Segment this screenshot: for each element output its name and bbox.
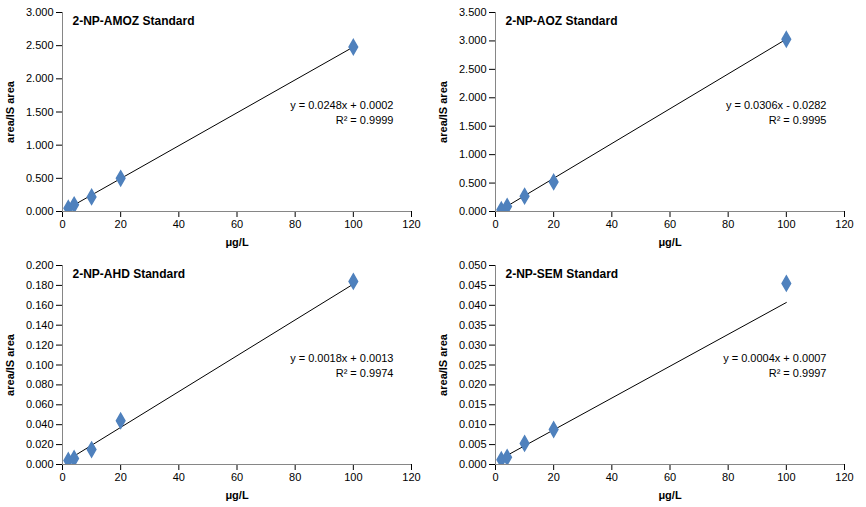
svg-text:100: 100 [344, 218, 362, 230]
svg-text:area/IS area: area/IS area [4, 333, 16, 396]
svg-text:60: 60 [231, 218, 243, 230]
svg-text:40: 40 [606, 471, 618, 483]
svg-text:0.025: 0.025 [459, 359, 487, 371]
svg-text:0.000: 0.000 [459, 205, 487, 217]
svg-text:2.000: 2.000 [459, 91, 487, 103]
svg-text:0.015: 0.015 [459, 398, 487, 410]
svg-text:area/IS area: area/IS area [4, 80, 16, 143]
svg-text:80: 80 [289, 471, 301, 483]
svg-text:100: 100 [777, 471, 795, 483]
svg-text:0.080: 0.080 [26, 378, 54, 390]
svg-text:2.000: 2.000 [26, 72, 54, 84]
svg-text:0: 0 [59, 218, 65, 230]
svg-text:0: 0 [59, 471, 65, 483]
svg-text:1.500: 1.500 [26, 106, 54, 118]
svg-text:100: 100 [344, 471, 362, 483]
svg-text:40: 40 [606, 218, 618, 230]
svg-text:60: 60 [231, 471, 243, 483]
svg-text:3.000: 3.000 [459, 34, 487, 46]
svg-text:0.050: 0.050 [459, 259, 487, 271]
svg-text:0.000: 0.000 [26, 205, 54, 217]
svg-text:0.500: 0.500 [26, 172, 54, 184]
svg-text:20: 20 [115, 218, 127, 230]
svg-text:μg/L: μg/L [658, 489, 682, 501]
svg-text:2-NP-AHD Standard: 2-NP-AHD Standard [73, 267, 186, 281]
svg-text:2-NP-AOZ Standard: 2-NP-AOZ Standard [506, 14, 618, 28]
svg-text:0.040: 0.040 [459, 299, 487, 311]
svg-text:80: 80 [289, 218, 301, 230]
svg-text:120: 120 [835, 471, 853, 483]
svg-text:area/IS area: area/IS area [437, 333, 449, 396]
svg-text:0.200: 0.200 [26, 259, 54, 271]
svg-text:μg/L: μg/L [225, 489, 249, 501]
svg-text:0.045: 0.045 [459, 279, 487, 291]
svg-text:0.160: 0.160 [26, 299, 54, 311]
svg-text:R² = 0.9995: R² = 0.9995 [769, 114, 827, 126]
svg-text:0.005: 0.005 [459, 438, 487, 450]
svg-text:60: 60 [664, 218, 676, 230]
svg-text:2.500: 2.500 [459, 63, 487, 75]
svg-text:0.000: 0.000 [26, 458, 54, 470]
svg-text:3.500: 3.500 [459, 6, 487, 18]
svg-text:3.000: 3.000 [26, 6, 54, 18]
svg-text:0.010: 0.010 [459, 418, 487, 430]
svg-text:0.040: 0.040 [26, 418, 54, 430]
svg-text:area/IS area: area/IS area [437, 80, 449, 143]
svg-text:y = 0.0306x - 0.0282: y = 0.0306x - 0.0282 [726, 99, 827, 111]
svg-text:0: 0 [492, 218, 498, 230]
svg-text:1.000: 1.000 [459, 148, 487, 160]
svg-text:0.100: 0.100 [26, 359, 54, 371]
svg-text:0.060: 0.060 [26, 398, 54, 410]
svg-text:60: 60 [664, 471, 676, 483]
svg-text:0: 0 [492, 471, 498, 483]
svg-text:120: 120 [402, 471, 420, 483]
svg-text:0.500: 0.500 [459, 177, 487, 189]
svg-text:120: 120 [835, 218, 853, 230]
svg-text:y = 0.0004x + 0.0007: y = 0.0004x + 0.0007 [723, 352, 826, 364]
svg-text:80: 80 [722, 218, 734, 230]
svg-text:40: 40 [173, 471, 185, 483]
svg-text:1.500: 1.500 [459, 120, 487, 132]
svg-text:40: 40 [173, 218, 185, 230]
svg-text:y = 0.0248x + 0.0002: y = 0.0248x + 0.0002 [290, 99, 393, 111]
svg-text:20: 20 [548, 471, 560, 483]
svg-text:80: 80 [722, 471, 734, 483]
svg-text:2-NP-SEM Standard: 2-NP-SEM Standard [506, 267, 619, 281]
svg-text:2.500: 2.500 [26, 39, 54, 51]
svg-text:20: 20 [115, 471, 127, 483]
svg-text:μg/L: μg/L [658, 236, 682, 248]
svg-text:0.180: 0.180 [26, 279, 54, 291]
svg-text:R² = 0.9997: R² = 0.9997 [769, 367, 827, 379]
svg-text:100: 100 [777, 218, 795, 230]
svg-text:20: 20 [548, 218, 560, 230]
svg-text:0.020: 0.020 [26, 438, 54, 450]
svg-text:0.140: 0.140 [26, 319, 54, 331]
svg-text:μg/L: μg/L [225, 236, 249, 248]
svg-text:y = 0.0018x + 0.0013: y = 0.0018x + 0.0013 [290, 352, 393, 364]
svg-text:R² = 0.9974: R² = 0.9974 [336, 367, 394, 379]
svg-text:0.035: 0.035 [459, 319, 487, 331]
svg-text:0.030: 0.030 [459, 339, 487, 351]
svg-text:0.120: 0.120 [26, 339, 54, 351]
svg-text:R² = 0.9999: R² = 0.9999 [336, 114, 394, 126]
svg-text:2-NP-AMOZ Standard: 2-NP-AMOZ Standard [73, 14, 195, 28]
svg-text:0.020: 0.020 [459, 378, 487, 390]
svg-text:120: 120 [402, 218, 420, 230]
svg-text:0.000: 0.000 [459, 458, 487, 470]
svg-text:1.000: 1.000 [26, 139, 54, 151]
